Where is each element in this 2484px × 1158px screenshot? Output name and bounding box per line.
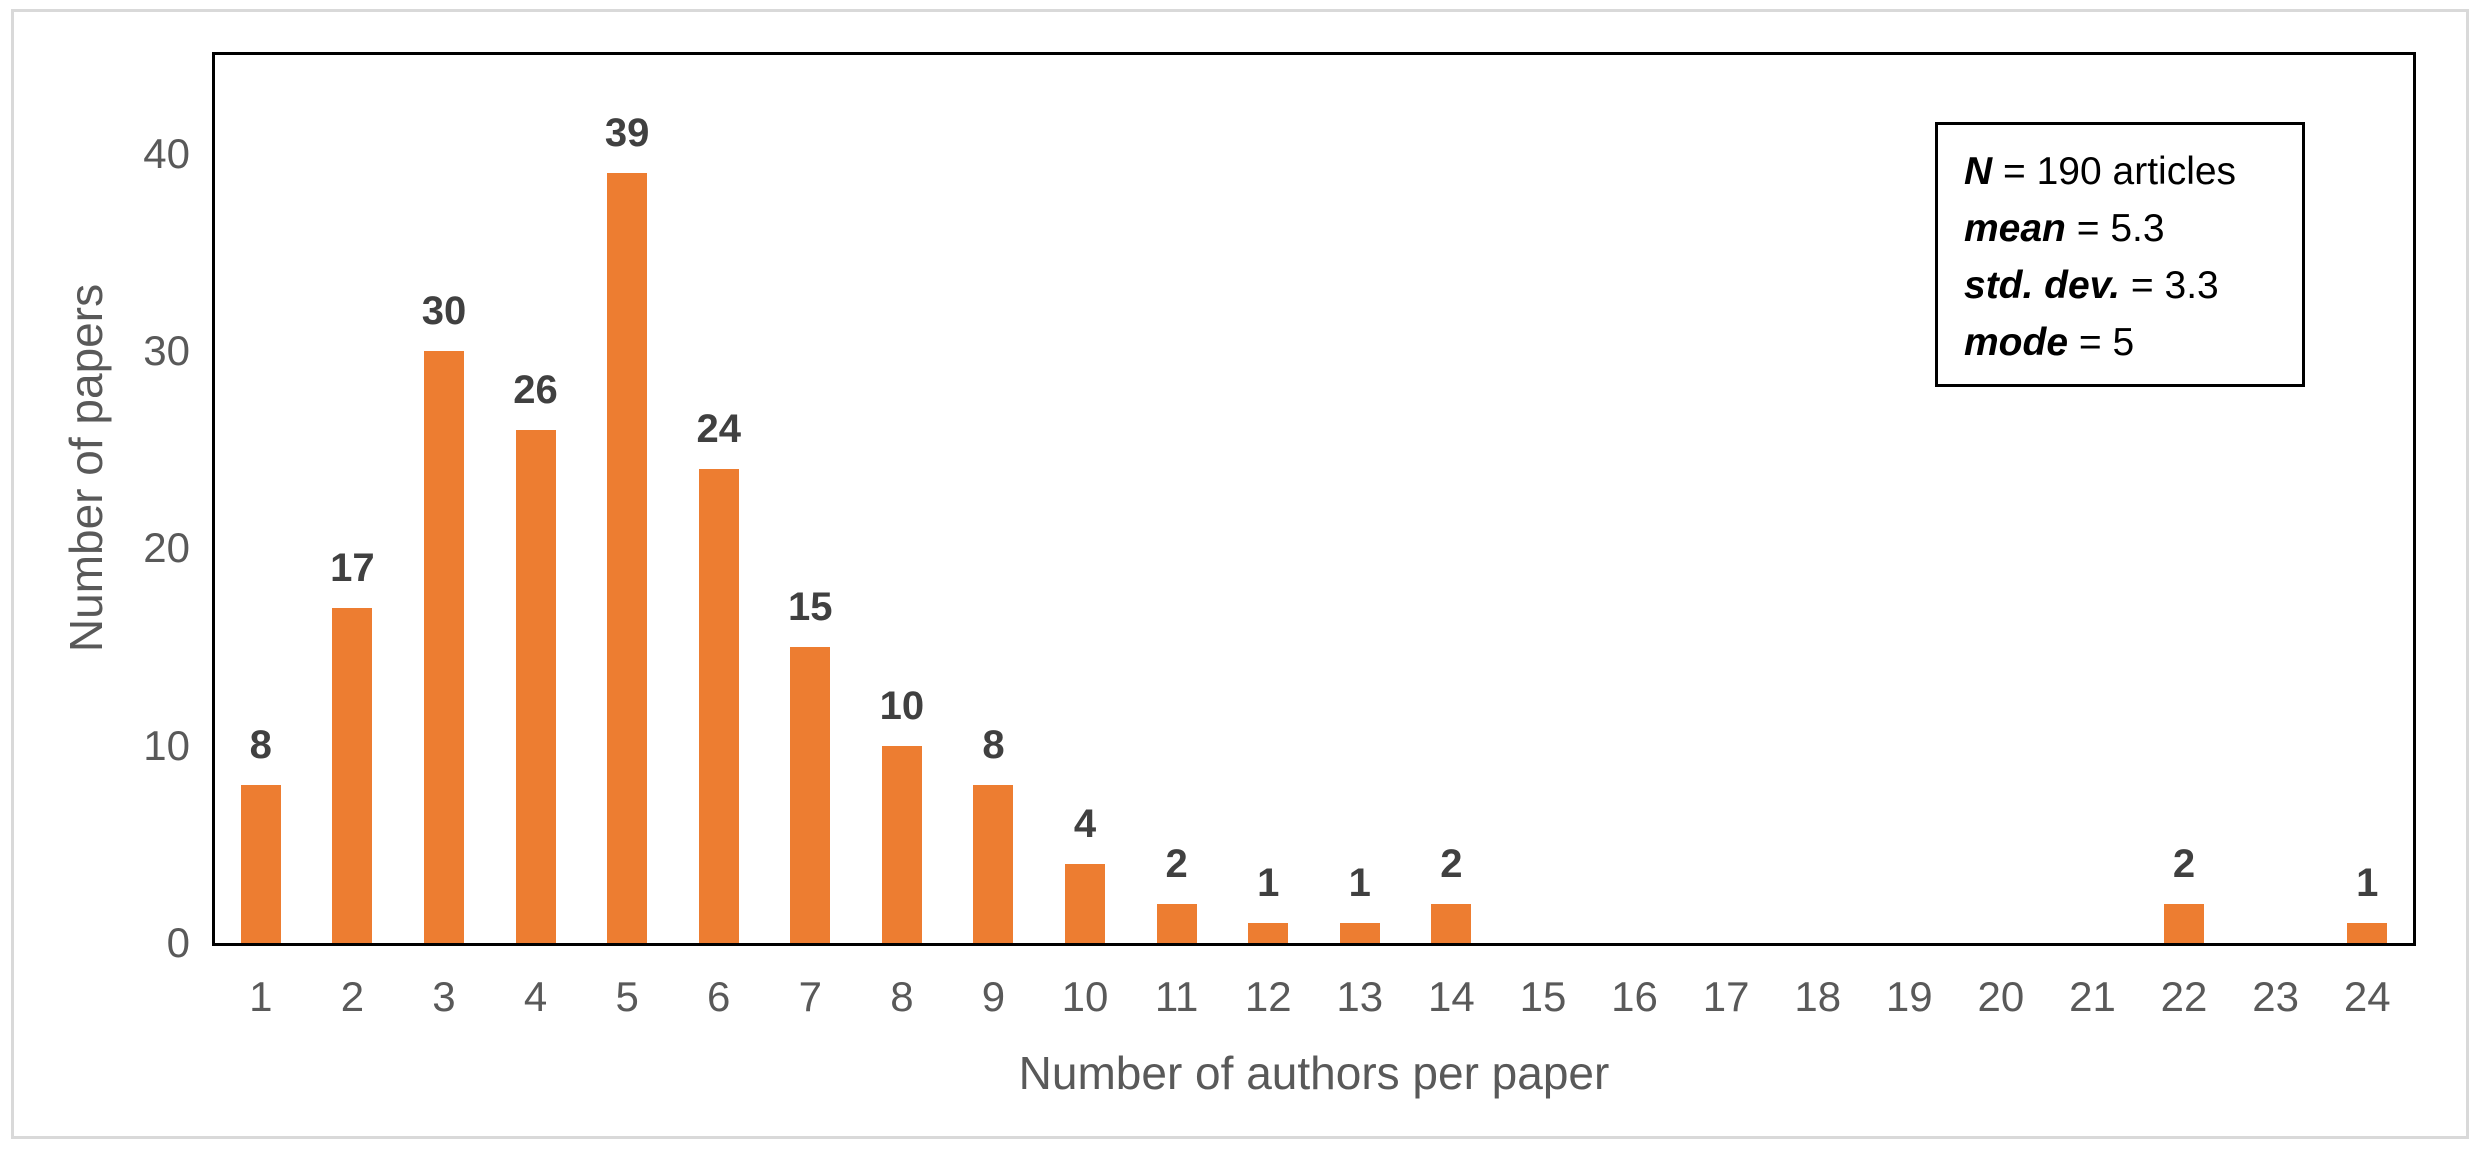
stats-line: std. dev. = 3.3 <box>1964 257 2302 314</box>
x-tick-label: 16 <box>1611 973 1658 1020</box>
x-tick-label: 18 <box>1794 973 1842 1020</box>
bar-11 <box>1156 903 1197 943</box>
y-tick-label: 40 <box>143 129 190 177</box>
stats-line: mean = 5.3 <box>1964 200 2302 257</box>
stats-term: mode <box>1964 321 2069 364</box>
x-tick-label: 3 <box>432 973 456 1020</box>
x-tick-label: 10 <box>1061 973 1109 1020</box>
x-tick-label: 20 <box>1977 973 2025 1020</box>
x-tick-label: 21 <box>2069 973 2116 1020</box>
stats-term: mean <box>1964 207 2066 250</box>
stats-value: = 5.3 <box>2065 207 2165 250</box>
bar-value-label: 2 <box>2172 841 2196 886</box>
stats-line: N = 190 articles <box>1964 143 2302 200</box>
bar-12 <box>1248 923 1289 943</box>
bar-value-label: 10 <box>879 683 925 728</box>
bar-value-label: 24 <box>696 407 741 452</box>
x-tick-label: 19 <box>1885 973 1933 1020</box>
stats-value: = 3.3 <box>2120 264 2219 307</box>
stats-box: N = 190 articles mean = 5.3 std. dev. = 3.… <box>1935 122 2305 387</box>
bar-1 <box>240 785 281 943</box>
x-tick-label: 12 <box>1244 973 1292 1020</box>
x-tick-label: 24 <box>2343 973 2391 1020</box>
bar-value-label: 8 <box>982 723 1005 768</box>
x-tick-label: 11 <box>1154 973 1199 1020</box>
x-tick-label: 17 <box>1702 973 1750 1020</box>
bar-8 <box>881 745 922 943</box>
x-tick-label: 9 <box>981 973 1006 1020</box>
bar-value-label: 2 <box>1440 841 1463 886</box>
bar-9 <box>973 785 1014 943</box>
bar-value-label: 1 <box>1257 861 1280 906</box>
x-tick-label: 15 <box>1519 973 1567 1020</box>
bar-24 <box>2347 923 2388 943</box>
bar-6 <box>698 469 739 943</box>
bar-7 <box>790 647 831 943</box>
bar-value-label: 39 <box>604 111 650 156</box>
bar-value-label: 2 <box>1165 841 1188 886</box>
bar-value-label: 15 <box>788 585 833 629</box>
stats-value: = 5 <box>2068 321 2135 364</box>
x-axis-title: Number of authors per paper <box>1018 1047 1610 1099</box>
bar-3 <box>423 351 464 943</box>
bar-value-label: 1 <box>1348 861 1371 906</box>
x-tick-label: 1 <box>249 973 273 1020</box>
bar-5 <box>607 173 648 943</box>
x-tick-label: 6 <box>707 973 731 1020</box>
bar-10 <box>1065 864 1106 943</box>
bar-value-label: 1 <box>2356 861 2379 906</box>
x-tick-label: 5 <box>615 973 639 1020</box>
x-tick-label: 8 <box>890 973 914 1020</box>
bar-13 <box>1339 923 1380 943</box>
stats-line: mode = 5 <box>1964 314 2302 371</box>
x-tick-label: 7 <box>798 973 822 1020</box>
x-tick-label: 22 <box>2160 973 2208 1020</box>
bar-value-label: 8 <box>249 723 272 768</box>
stats-term: std. dev. <box>1964 264 2121 307</box>
y-tick-label: 10 <box>143 721 190 769</box>
figure-border <box>11 9 2469 1139</box>
bar-value-label: 17 <box>330 545 375 590</box>
y-tick-label: 30 <box>143 327 190 374</box>
x-tick-label: 23 <box>2252 973 2299 1020</box>
x-tick-label: 13 <box>1336 973 1384 1020</box>
x-tick-label: 14 <box>1428 973 1475 1020</box>
y-tick-label: 20 <box>143 524 190 572</box>
stats-term: N <box>1964 150 1993 193</box>
bar-14 <box>1431 903 1472 943</box>
x-tick-label: 2 <box>340 973 365 1020</box>
bar-value-label: 4 <box>1073 802 1097 847</box>
bar-value-label: 30 <box>421 289 467 333</box>
bar-4 <box>515 429 556 943</box>
y-tick-label: 0 <box>166 919 190 966</box>
bar-22 <box>2164 903 2205 943</box>
stats-value: = 190 articles <box>1992 150 2237 193</box>
bar-2 <box>332 607 373 943</box>
bar-value-label: 26 <box>513 367 558 412</box>
x-tick-label: 4 <box>523 973 548 1020</box>
